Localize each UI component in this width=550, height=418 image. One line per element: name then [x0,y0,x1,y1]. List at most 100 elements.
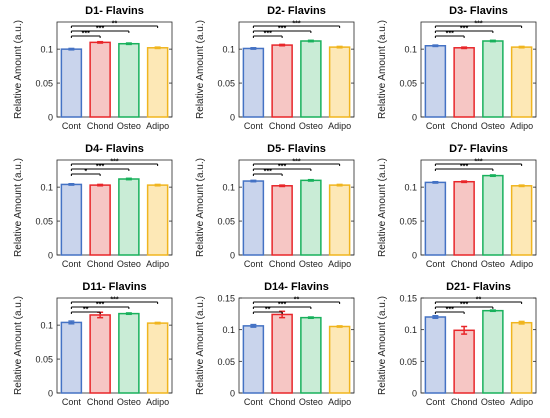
x-tick-label: Chond [269,397,296,407]
error-bar [250,179,257,183]
bar-adipo [328,325,351,394]
error-bar [279,184,286,188]
y-tick-label: 0 [48,389,53,399]
x-tick-label: Chond [87,397,114,407]
significance-label: *** [474,159,482,166]
axes-box [238,297,355,394]
error-bar [307,178,314,182]
x-tick-label: Osteo [117,121,141,131]
bar-adipo [328,46,351,118]
significance-label: ** [112,21,118,28]
x-tick-label: Chond [451,397,478,407]
bar-chond [453,47,475,118]
error-bar [461,325,468,335]
chart-title: D5- Flavins [267,143,326,155]
bar-cont [242,325,265,394]
error-bar [307,316,314,320]
error-bar [518,45,525,49]
chart-panel: D2- Flavins Relative Amount (a.u.) 0 0.05 0.… [195,5,355,131]
chart-panel: D7- Flavins Relative Amount (a.u.) 0 0.05 0.… [377,143,537,269]
error-bar [68,47,75,51]
bar-cont [60,183,83,256]
y-tick-label: 0 [412,251,417,261]
significance-label: *** [264,31,272,38]
y-tick-label: 0.05 [217,357,235,367]
bar-adipo [146,184,169,256]
significance-label: *** [82,31,90,38]
error-bar [432,180,439,184]
error-bar [336,325,343,328]
x-tick-label: Cont [426,259,446,269]
bar-chond [89,41,111,118]
significance-label: *** [292,21,300,28]
significance-bracket: *** [70,164,130,171]
x-tick-label: Cont [62,397,82,407]
x-tick-label: Osteo [117,397,141,407]
error-bar [489,39,496,43]
chart-title: D14- Flavins [264,281,329,293]
y-tick-label: 0.05 [217,79,235,89]
y-axis-label: Relative Amount (a.u.) [13,20,24,119]
bar-cont [424,316,447,394]
chart-title: D2- Flavins [267,5,326,17]
x-tick-label: Cont [244,121,264,131]
y-tick-label: 0 [230,389,235,399]
bar-chond [89,314,111,394]
error-bar [279,43,286,47]
y-axis-label: Relative Amount (a.u.) [195,296,206,395]
significance-bracket: *** [252,21,341,28]
error-bar [461,46,468,50]
bar-adipo [146,322,169,394]
y-tick-label: 0.15 [399,294,417,304]
y-tick-label: 0.1 [40,45,53,55]
bar-osteo [118,312,140,394]
chart-panel: D1- Flavins Relative Amount (a.u.) 0 0.05 0.… [13,5,173,131]
significance-bracket: *** [70,302,130,309]
significance-label: * [84,169,87,176]
bar-osteo [482,40,504,118]
chart-title: D21- Flavins [446,281,511,293]
error-bar [68,183,75,186]
error-bar [518,320,525,325]
significance-label: *** [474,21,482,28]
error-bar [125,312,132,316]
x-tick-label: Adipo [328,121,351,131]
bar-osteo [300,179,322,256]
axes-box [420,21,537,118]
axes-box [56,21,173,118]
x-tick-label: Cont [244,397,264,407]
significance-label: *** [264,169,272,176]
y-tick-label: 0.1 [404,45,417,55]
x-tick-label: Osteo [481,121,505,131]
bar-cont [242,47,265,118]
significance-bracket: *** [434,31,465,38]
error-bar [250,323,257,328]
y-axis-label: Relative Amount (a.u.) [13,296,24,395]
significance-bracket: *** [70,297,159,304]
x-tick-label: Cont [62,121,82,131]
significance-bracket: *** [70,159,159,166]
y-tick-label: 0 [230,113,235,123]
significance-label: *** [96,164,104,171]
bar-osteo [300,316,322,394]
bar-cont [60,48,83,118]
x-tick-label: Adipo [510,121,533,131]
significance-bracket: ** [252,297,341,304]
y-tick-label: 0 [412,113,417,123]
chart-title: D3- Flavins [449,5,508,17]
y-tick-label: 0.05 [217,217,235,227]
significance-label: *** [446,31,454,38]
chart-panel: D21- Flavins Relative Amount (a.u.) 0 0.05 0… [377,281,537,407]
x-tick-label: Adipo [510,397,533,407]
significance-bracket: ** [70,21,159,28]
chart-panel: D14- Flavins Relative Amount (a.u.) 0 0.05 0… [195,281,355,407]
x-tick-label: Adipo [328,397,351,407]
y-tick-label: 0 [48,113,53,123]
x-tick-label: Chond [269,259,296,269]
significance-bracket: *** [434,164,494,171]
y-tick-label: 0 [230,251,235,261]
x-tick-label: Osteo [299,121,323,131]
bar-cont [424,181,447,256]
y-tick-label: 0.1 [222,183,235,193]
y-axis-label: Relative Amount (a.u.) [377,296,388,395]
